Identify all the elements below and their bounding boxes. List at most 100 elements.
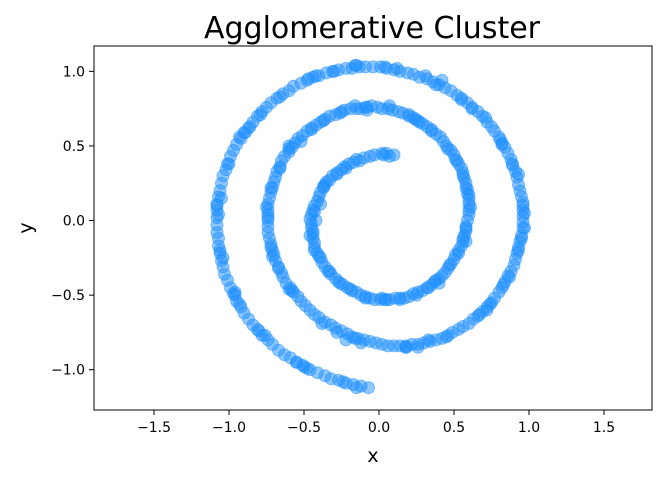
data-point <box>210 226 224 239</box>
data-point <box>333 276 347 290</box>
data-point <box>272 261 285 275</box>
data-point <box>305 123 318 136</box>
data-point <box>480 303 494 317</box>
data-point <box>303 303 317 317</box>
data-point <box>518 221 531 235</box>
data-point <box>318 369 332 383</box>
data-point <box>512 167 525 181</box>
data-point <box>465 102 479 116</box>
y-tick-label: 1.0 <box>63 64 85 80</box>
data-point <box>479 111 492 125</box>
data-point <box>306 224 320 238</box>
data-point <box>285 284 299 298</box>
data-point <box>233 297 246 311</box>
data-point <box>344 282 357 296</box>
data-point <box>350 381 363 395</box>
data-point <box>419 69 432 83</box>
x-tick-label: 1.5 <box>593 420 615 436</box>
data-point <box>294 294 308 308</box>
data-point <box>464 200 477 214</box>
data-point <box>503 270 516 284</box>
data-point <box>317 114 330 128</box>
data-point <box>215 191 228 205</box>
x-tick-label: 0.5 <box>443 420 465 436</box>
data-point <box>455 93 468 107</box>
data-point <box>516 199 530 213</box>
data-point <box>216 169 230 183</box>
scatter-points <box>210 58 531 395</box>
data-point <box>369 336 383 350</box>
data-point <box>422 333 435 347</box>
data-point <box>273 161 287 175</box>
data-point <box>507 258 521 272</box>
data-point <box>278 348 291 362</box>
chart-title: Agglomerative Cluster <box>204 11 541 46</box>
x-axis-label: x <box>367 445 378 467</box>
data-point <box>317 179 330 193</box>
data-point <box>359 100 372 114</box>
data-point <box>330 325 344 339</box>
data-point <box>350 152 363 166</box>
data-point <box>452 322 465 336</box>
data-point <box>452 246 465 260</box>
data-point <box>266 181 279 195</box>
data-point <box>443 258 456 272</box>
data-point <box>218 267 231 281</box>
data-point <box>282 84 296 98</box>
data-point <box>381 339 395 353</box>
data-point <box>254 108 267 122</box>
data-point <box>399 340 413 354</box>
x-tick-label: −0.5 <box>287 420 321 436</box>
data-point <box>408 112 422 126</box>
data-point <box>308 243 321 257</box>
data-point <box>488 124 501 138</box>
x-tick-label: 1.0 <box>518 420 540 436</box>
data-point <box>383 149 396 163</box>
data-point <box>459 221 473 235</box>
data-point <box>512 243 525 257</box>
data-point <box>339 161 353 175</box>
x-tick-label: −1.5 <box>137 420 171 436</box>
y-tick-label: 0.5 <box>63 139 85 155</box>
data-point <box>227 143 240 157</box>
data-point <box>462 317 476 330</box>
data-point <box>336 375 350 389</box>
data-point <box>300 361 314 375</box>
y-axis: −1.0 −0.5 0.0 0.5 1.0 <box>51 64 94 379</box>
data-point <box>383 99 396 113</box>
x-axis: −1.5 −1.0 −0.5 0.0 0.5 1.0 1.5 <box>137 410 615 436</box>
data-point <box>393 293 407 307</box>
x-tick-label: −1.0 <box>212 420 246 436</box>
data-point <box>290 355 303 369</box>
data-point <box>359 291 372 305</box>
data-point <box>462 188 476 202</box>
data-point <box>380 293 393 307</box>
data-point <box>273 90 287 104</box>
data-point <box>459 234 473 248</box>
data-point <box>228 285 242 299</box>
data-point <box>350 58 363 72</box>
data-point <box>252 324 266 338</box>
data-point <box>435 73 449 87</box>
data-point <box>314 197 327 211</box>
y-tick-label: −1.0 <box>51 363 85 379</box>
y-axis-label: y <box>15 222 37 233</box>
data-point <box>327 64 341 78</box>
data-point <box>222 157 236 171</box>
data-point <box>410 288 423 302</box>
data-point <box>513 184 527 198</box>
data-point <box>378 60 392 74</box>
data-point <box>441 142 455 156</box>
data-point <box>456 169 470 183</box>
data-point <box>335 105 348 119</box>
data-point <box>266 249 279 263</box>
data-point <box>323 264 336 278</box>
data-point <box>495 138 509 151</box>
data-point <box>434 130 447 144</box>
data-point <box>339 333 353 347</box>
data-point <box>330 167 344 181</box>
data-point <box>216 251 230 265</box>
data-point <box>506 157 519 171</box>
